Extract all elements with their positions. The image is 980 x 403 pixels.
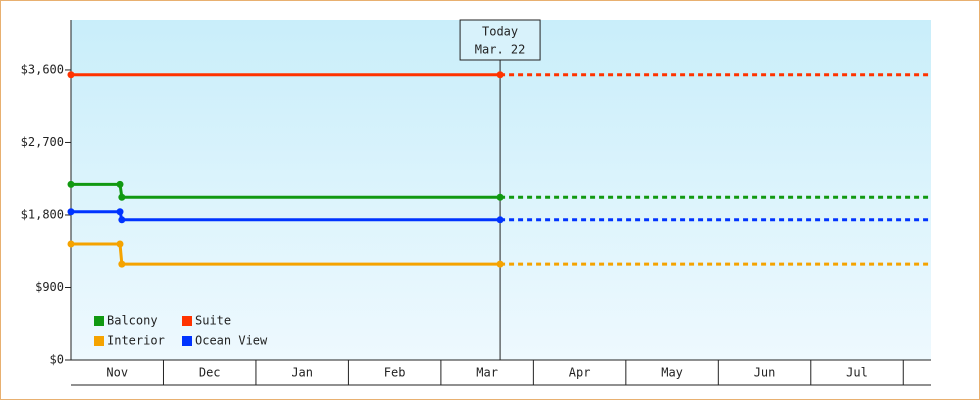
y-tick-label: $3,600 — [21, 62, 64, 76]
price-point — [118, 193, 126, 201]
price-point — [67, 71, 75, 79]
legend-swatch — [94, 336, 104, 346]
y-tick-label: $1,800 — [21, 207, 64, 221]
price-point — [116, 208, 124, 216]
x-tick-label: Feb — [384, 366, 406, 380]
legend-label: Balcony — [107, 314, 158, 328]
x-tick-label: Nov — [106, 366, 128, 380]
legend-label: Ocean View — [195, 334, 268, 348]
today-date: Mar. 22 — [475, 43, 526, 57]
legend-label: Suite — [195, 314, 231, 328]
price-point — [116, 240, 124, 248]
x-tick-label: May — [661, 366, 683, 380]
price-line — [71, 182, 501, 199]
y-tick-label: $900 — [35, 280, 64, 294]
price-point — [118, 260, 126, 268]
price-point — [67, 240, 75, 248]
x-tick-label: Jan — [291, 366, 313, 380]
plot-area — [71, 20, 931, 360]
x-tick-label: Jul — [846, 366, 868, 380]
price-point — [496, 71, 504, 79]
price-point — [496, 216, 504, 224]
x-tick-label: Jun — [754, 366, 776, 380]
price-point — [496, 193, 504, 201]
y-tick-label: $2,700 — [21, 135, 64, 149]
y-tick-label: $0 — [50, 353, 64, 367]
x-tick-label: Dec — [199, 366, 221, 380]
legend-swatch — [182, 316, 192, 326]
price-point — [116, 180, 124, 188]
today-box — [459, 19, 541, 61]
legend-swatch — [94, 316, 104, 326]
price-point — [67, 180, 75, 188]
price-point — [118, 216, 126, 224]
legend-label: Interior — [107, 334, 165, 348]
legend-swatch — [182, 336, 192, 346]
price-line — [71, 210, 501, 222]
x-tick-label: Apr — [569, 366, 591, 380]
price-point — [67, 208, 75, 216]
price-point — [496, 260, 504, 268]
today-label: Today — [482, 25, 518, 39]
x-tick-label: Mar — [476, 366, 498, 380]
price-line — [71, 242, 501, 266]
